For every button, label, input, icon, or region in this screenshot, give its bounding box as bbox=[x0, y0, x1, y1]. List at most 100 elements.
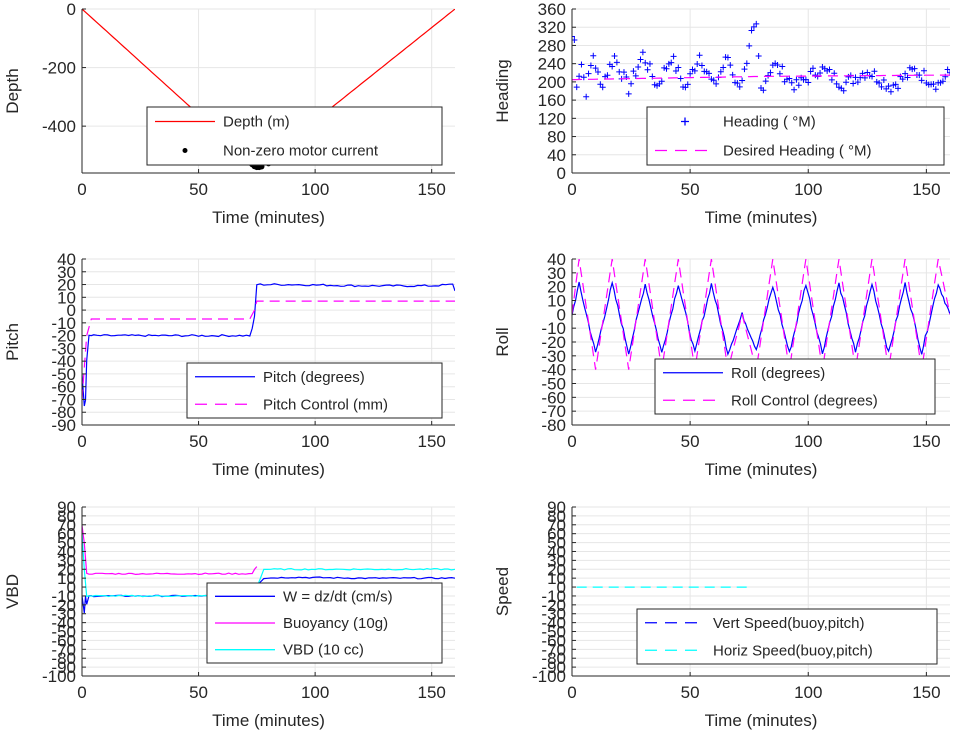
y-tick-label: -40 bbox=[51, 614, 76, 633]
y-axis-label: Roll bbox=[493, 327, 512, 356]
legend-swatch bbox=[182, 148, 188, 153]
x-tick-label: 0 bbox=[567, 683, 576, 702]
y-axis-label: Speed bbox=[493, 567, 512, 616]
y-tick-label: -60 bbox=[51, 378, 76, 397]
heading-marker bbox=[902, 70, 909, 77]
heading-marker bbox=[736, 83, 743, 90]
y-tick-label: -90 bbox=[541, 658, 566, 677]
x-tick-label: 100 bbox=[794, 432, 822, 451]
y-tick-label: 120 bbox=[538, 109, 566, 128]
heading-marker bbox=[880, 76, 887, 83]
heading-marker bbox=[658, 78, 665, 85]
heading-marker bbox=[604, 72, 611, 79]
heading-marker bbox=[696, 52, 703, 59]
heading-marker bbox=[828, 76, 835, 83]
roll-panel: 0 50 100 150403020100-10-20-30-40-50-60-70-… bbox=[493, 250, 950, 479]
heading-marker bbox=[833, 80, 840, 87]
heading-marker bbox=[817, 69, 824, 76]
heading-marker bbox=[677, 75, 684, 82]
heading-marker bbox=[694, 61, 701, 68]
x-axis-label: Time (minutes) bbox=[705, 711, 818, 730]
y-tick-label: 240 bbox=[538, 55, 566, 74]
x-tick-label: 50 bbox=[189, 683, 208, 702]
legend-label: Buoyancy (10g) bbox=[283, 615, 388, 632]
heading-marker bbox=[899, 76, 906, 83]
y-tick-label: 30 bbox=[57, 551, 76, 570]
x-tick-label: 150 bbox=[912, 683, 940, 702]
y-tick-label: 0 bbox=[557, 164, 566, 183]
legend-box bbox=[646, 106, 945, 166]
legend-label: VBD (10 cc) bbox=[283, 642, 364, 659]
heading-marker bbox=[869, 73, 876, 80]
heading-marker bbox=[753, 20, 760, 27]
heading-marker bbox=[932, 86, 939, 93]
y-tick-label: -70 bbox=[541, 402, 566, 421]
heading-marker bbox=[710, 77, 717, 84]
speed-panel: 0 50 100 1509080706050403020100-10-20-30-40… bbox=[493, 498, 950, 730]
heading-marker bbox=[706, 70, 713, 77]
heading-marker bbox=[779, 63, 786, 70]
x-tick-label: 0 bbox=[567, 432, 576, 451]
x-tick-label: 0 bbox=[77, 432, 86, 451]
heading-marker bbox=[720, 64, 727, 71]
y-tick-label: 50 bbox=[547, 534, 566, 553]
heading-marker bbox=[646, 60, 653, 67]
series-line bbox=[82, 300, 455, 400]
y-tick-label: 60 bbox=[547, 525, 566, 544]
y-tick-label: 10 bbox=[57, 569, 76, 588]
x-axis-label: Time (minutes) bbox=[705, 208, 818, 227]
x-tick-label: 50 bbox=[681, 180, 700, 199]
y-tick-label: 200 bbox=[538, 73, 566, 92]
x-tick-label: 0 bbox=[567, 180, 576, 199]
heading-marker bbox=[805, 79, 812, 86]
legend-label: Depth (m) bbox=[223, 114, 290, 131]
legend-label: Horiz Speed(buoy,pitch) bbox=[713, 642, 873, 659]
x-axis-label: Time (minutes) bbox=[705, 460, 818, 479]
heading-marker bbox=[809, 65, 816, 72]
y-tick-label: 30 bbox=[547, 264, 566, 283]
y-tick-label: -40 bbox=[541, 361, 566, 380]
heading-marker bbox=[609, 63, 616, 70]
y-tick-label: 0 bbox=[67, 578, 76, 597]
y-tick-label: -30 bbox=[51, 339, 76, 358]
y-tick-label: 70 bbox=[57, 516, 76, 535]
heading-marker bbox=[831, 70, 838, 77]
legend-box bbox=[654, 358, 936, 415]
y-tick-label: -70 bbox=[541, 640, 566, 659]
y-tick-label: -200 bbox=[42, 59, 76, 78]
heading-marker bbox=[793, 76, 800, 83]
y-tick-label: 0 bbox=[67, 0, 76, 19]
heading-marker bbox=[713, 80, 720, 87]
heading-marker bbox=[885, 83, 892, 90]
y-tick-label: 40 bbox=[547, 250, 566, 269]
depth-panel: 0 50 100 150 0 -200 -400 Time (minutes) Depth Dep… bbox=[3, 0, 455, 227]
y-tick-label: -20 bbox=[51, 596, 76, 615]
heading-marker bbox=[788, 79, 795, 86]
heading-marker bbox=[644, 66, 651, 73]
heading-marker bbox=[684, 81, 691, 88]
heading-marker bbox=[767, 69, 774, 76]
y-tick-label: -10 bbox=[51, 314, 76, 333]
heading-marker bbox=[590, 52, 597, 59]
data-layer bbox=[82, 525, 455, 614]
heading-marker bbox=[642, 59, 649, 66]
y-tick-label: -90 bbox=[51, 416, 76, 435]
heading-marker bbox=[583, 93, 590, 100]
y-tick-label: -50 bbox=[541, 375, 566, 394]
y-tick-label: 20 bbox=[547, 560, 566, 579]
heading-marker bbox=[698, 62, 705, 69]
legend-label: Desired Heading ( °M) bbox=[723, 143, 872, 160]
legend-label: Pitch Control (mm) bbox=[263, 396, 388, 413]
heading-marker bbox=[734, 80, 741, 87]
y-tick-label: -30 bbox=[51, 605, 76, 624]
heading-marker bbox=[895, 85, 902, 92]
heading-marker bbox=[755, 53, 762, 60]
x-tick-label: 100 bbox=[301, 432, 329, 451]
y-axis-label: Depth bbox=[3, 68, 22, 113]
heading-marker bbox=[637, 56, 644, 63]
heading-marker bbox=[850, 80, 857, 87]
y-tick-label: 30 bbox=[547, 551, 566, 570]
x-tick-label: 150 bbox=[418, 683, 446, 702]
y-tick-label: 60 bbox=[57, 525, 76, 544]
